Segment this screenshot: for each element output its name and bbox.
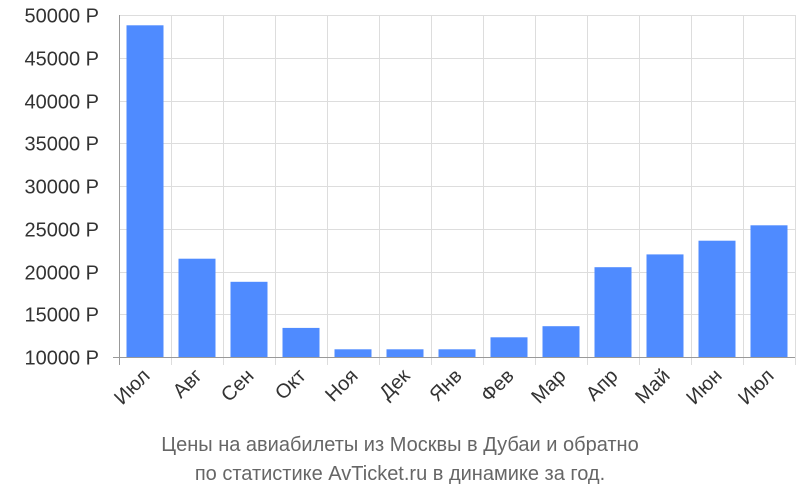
bar-12 bbox=[698, 240, 736, 357]
x-tick-label: Мар bbox=[527, 365, 570, 408]
y-tick-label: 35000 Р bbox=[24, 134, 99, 156]
y-tick-label: 45000 Р bbox=[24, 49, 99, 71]
bar-5 bbox=[334, 349, 372, 357]
axes bbox=[113, 15, 795, 365]
x-tick-label: Авг bbox=[169, 365, 207, 403]
bar-3 bbox=[230, 281, 268, 357]
x-tick-label: Май bbox=[631, 365, 674, 408]
y-tick-label: 30000 Р bbox=[24, 177, 99, 199]
bar-9 bbox=[542, 326, 580, 357]
x-tick-label: Фев bbox=[477, 365, 519, 407]
grid-lines bbox=[119, 15, 796, 365]
x-tick-label: Июн bbox=[682, 365, 726, 409]
bar-7 bbox=[438, 349, 476, 357]
y-tick-label: 15000 Р bbox=[24, 305, 99, 327]
y-tick-label: 10000 Р bbox=[24, 348, 99, 370]
bar-2 bbox=[178, 258, 216, 357]
price-bar-chart: 10000 Р 15000 Р 20000 Р 25000 Р 30000 Р 35000… bbox=[24, 6, 796, 409]
y-tick-label: 20000 Р bbox=[24, 263, 99, 285]
y-tick-label: 50000 Р bbox=[24, 6, 99, 28]
bars bbox=[126, 25, 788, 358]
bar-6 bbox=[386, 349, 424, 357]
x-tick-label: Июл bbox=[734, 365, 778, 409]
x-tick-label: Июл bbox=[110, 365, 154, 409]
y-tick-label: 40000 Р bbox=[24, 92, 99, 114]
bar-10 bbox=[594, 267, 632, 357]
x-tick-label: Дек bbox=[375, 365, 414, 404]
x-tick-label: Сен bbox=[217, 365, 258, 406]
bar-4 bbox=[282, 327, 320, 357]
caption-line-2: по статистике AvTicket.ru в динамике за … bbox=[194, 463, 606, 485]
y-tick-labels: 10000 Р 15000 Р 20000 Р 25000 Р 30000 Р 35000… bbox=[24, 6, 99, 370]
x-tick-label: Ноя bbox=[321, 365, 362, 406]
x-tick-label: Янв bbox=[425, 365, 466, 406]
bar-8 bbox=[490, 337, 528, 357]
y-tick-label: 25000 Р bbox=[24, 220, 99, 242]
bar-1 bbox=[126, 25, 164, 358]
x-tick-labels: Июл Авг Сен Окт Ноя Дек Янв Фев Мар Апр Май Июн Июл bbox=[110, 365, 778, 409]
bar-13 bbox=[750, 225, 788, 357]
x-tick-label: Апр bbox=[582, 365, 623, 406]
x-tick-label: Окт bbox=[271, 365, 310, 404]
bar-11 bbox=[646, 254, 684, 357]
caption-line-1: Цены на авиабилеты из Москвы в Дубаи и о… bbox=[161, 434, 639, 456]
